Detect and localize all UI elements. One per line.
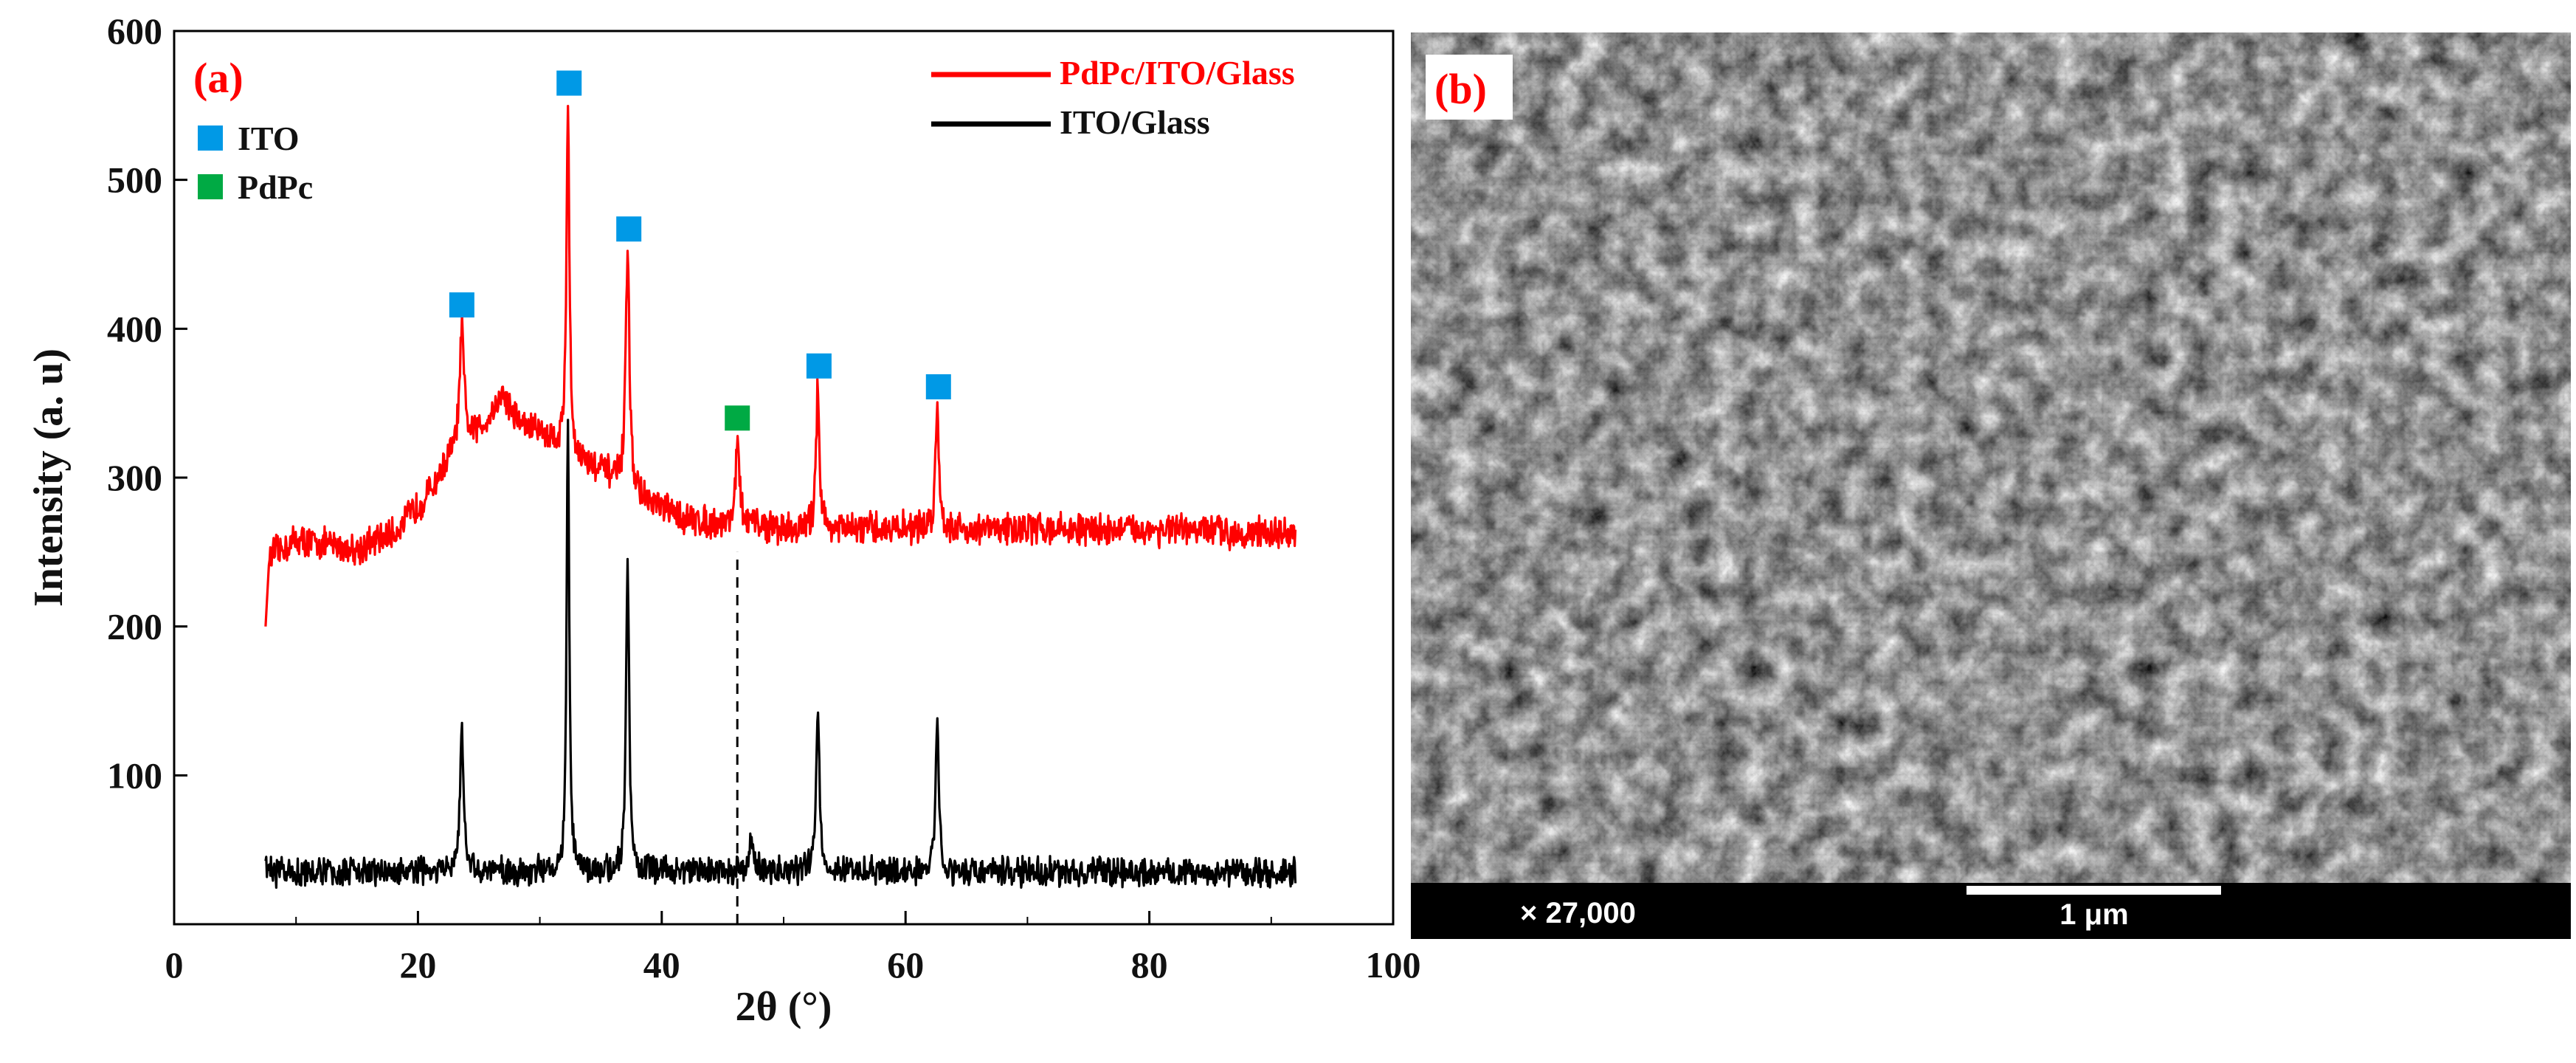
marker-legend: ITO PdPc: [198, 120, 313, 206]
sem-micrograph: × 27,000 1 μm (b): [1411, 32, 2571, 939]
sem-magnification: × 27,000: [1520, 897, 1636, 929]
y-tick-label: 600: [107, 10, 162, 52]
x-tick-label: 0: [165, 944, 184, 985]
sem-image-fine-texture: [1411, 32, 2571, 883]
panel-label-b: (b): [1434, 65, 1487, 113]
x-tick-label: 40: [643, 944, 680, 985]
panel-label-b-box: [1426, 55, 1513, 120]
phase-marker-ito: [556, 70, 582, 96]
y-tick-label: 100: [107, 754, 162, 796]
plot-frame: [173, 30, 1395, 926]
x-tick-labels: 0 20 40 60 80 100: [165, 944, 1421, 985]
phase-marker-ito: [806, 353, 832, 379]
x-axis-title: 2θ (°): [736, 984, 832, 1030]
y-tick-labels: 100 200 300 400 500 600: [107, 10, 162, 796]
series-layer: [264, 105, 1297, 889]
marker-legend-pdpc-label: PdPc: [238, 168, 313, 206]
x-tick-label: 80: [1131, 944, 1168, 985]
x-tick-label: 60: [887, 944, 924, 985]
sem-scale-bar-label: 1 μm: [2059, 898, 2128, 931]
phase-marker-ito: [449, 292, 474, 318]
x-tick-label: 20: [399, 944, 436, 985]
y-tick-label: 400: [107, 308, 162, 349]
phase-markers: [449, 70, 951, 431]
panel-label-a: (a): [193, 54, 244, 102]
marker-legend-pdpc-swatch: [198, 174, 223, 199]
x-tick-label: 100: [1366, 944, 1421, 985]
series-line-pdpc-ito-glass: [264, 105, 1297, 627]
xrd-chart: 0 20 40 60 80 100 100 200 300 400 500 600 2θ (°) I…: [26, 10, 1421, 1030]
y-tick-label: 200: [107, 606, 162, 647]
phase-marker-ito: [925, 374, 951, 399]
axis-ticks: [173, 30, 1395, 924]
series-legend: PdPc/ITO/Glass ITO/Glass: [931, 54, 1295, 141]
y-axis-title: Intensity (a. u): [26, 348, 72, 607]
phase-marker-ito: [616, 216, 642, 242]
y-tick-label: 500: [107, 159, 162, 201]
marker-legend-ito-label: ITO: [238, 120, 300, 157]
sem-scale-bar: [1966, 886, 2221, 895]
series-line-ito-glass: [264, 419, 1297, 889]
phase-marker-pdpc: [725, 405, 750, 431]
legend-ito-glass-label: ITO/Glass: [1060, 103, 1210, 141]
legend-pdpc-ito-glass-label: PdPc/ITO/Glass: [1060, 54, 1295, 92]
y-tick-label: 300: [107, 457, 162, 498]
marker-legend-ito-swatch: [198, 125, 223, 151]
